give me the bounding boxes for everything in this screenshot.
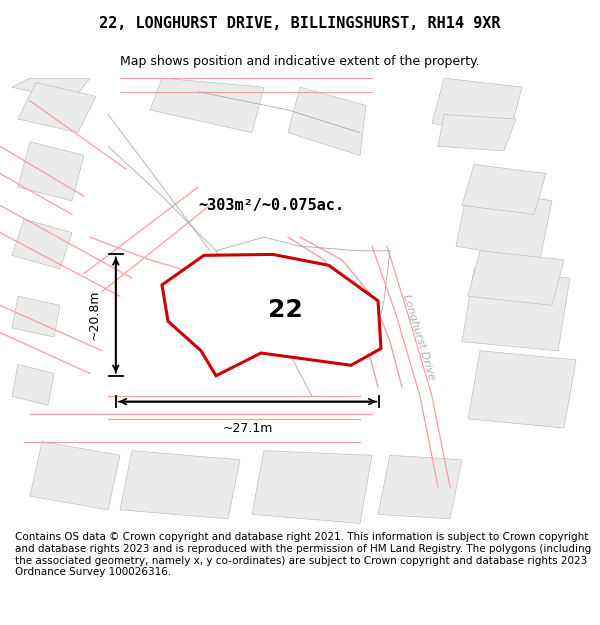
Polygon shape xyxy=(288,88,366,156)
Polygon shape xyxy=(30,442,120,510)
Polygon shape xyxy=(378,455,462,519)
Text: 22: 22 xyxy=(268,298,302,322)
Polygon shape xyxy=(468,251,564,305)
Polygon shape xyxy=(462,269,570,351)
Polygon shape xyxy=(18,82,96,132)
Polygon shape xyxy=(12,219,72,269)
Polygon shape xyxy=(12,364,54,405)
Polygon shape xyxy=(120,451,240,519)
Text: Map shows position and indicative extent of the property.: Map shows position and indicative extent… xyxy=(120,54,480,68)
Polygon shape xyxy=(468,351,576,428)
Text: 22, LONGHURST DRIVE, BILLINGSHURST, RH14 9XR: 22, LONGHURST DRIVE, BILLINGSHURST, RH14… xyxy=(99,16,501,31)
Polygon shape xyxy=(162,254,381,376)
Polygon shape xyxy=(18,142,84,201)
Polygon shape xyxy=(252,451,372,523)
Text: ~303m²/~0.075ac.: ~303m²/~0.075ac. xyxy=(198,198,344,213)
Polygon shape xyxy=(438,114,516,151)
Text: ~20.8m: ~20.8m xyxy=(88,290,101,341)
Polygon shape xyxy=(462,164,546,214)
Polygon shape xyxy=(150,78,264,132)
Text: ~27.1m: ~27.1m xyxy=(223,422,272,435)
Text: Longhurst Drive: Longhurst Drive xyxy=(401,293,437,381)
Polygon shape xyxy=(12,296,60,337)
Polygon shape xyxy=(432,78,522,132)
Text: Contains OS data © Crown copyright and database right 2021. This information is : Contains OS data © Crown copyright and d… xyxy=(15,532,591,578)
Polygon shape xyxy=(456,187,552,260)
Polygon shape xyxy=(12,78,90,101)
